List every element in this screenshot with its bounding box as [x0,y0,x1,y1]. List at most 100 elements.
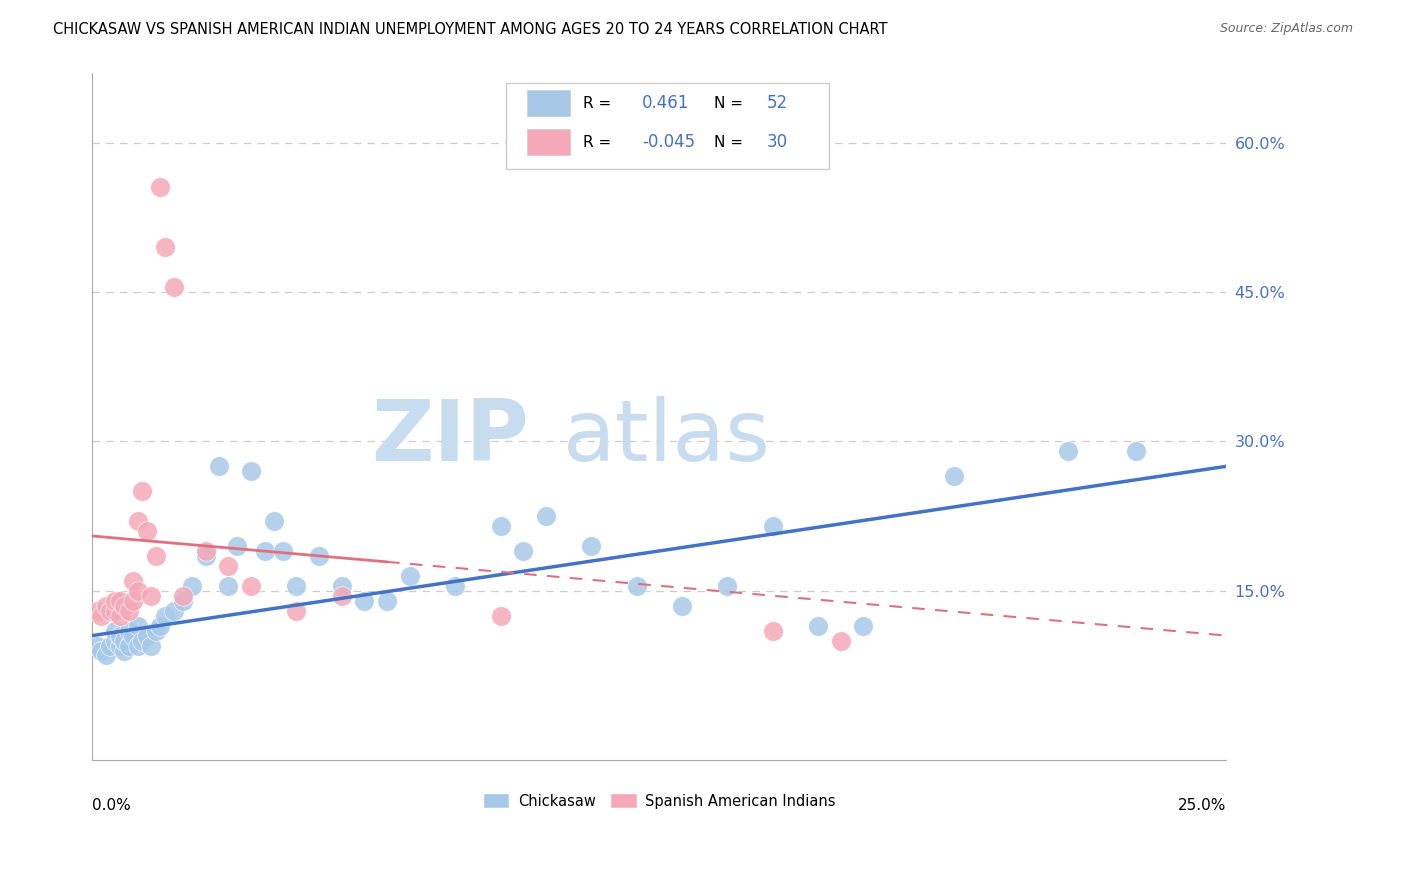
Point [112,599,135,613]
Point [240,464,263,478]
Point [141,639,163,653]
Point [127,618,149,632]
Point [153,608,176,623]
Point [122,629,145,643]
Point [217,558,239,573]
Point [127,514,149,528]
Text: CHICKASAW VS SPANISH AMERICAN INDIAN UNEMPLOYMENT AMONG AGES 20 TO 24 YEARS CORR: CHICKASAW VS SPANISH AMERICAN INDIAN UNE… [53,22,889,37]
Point [122,574,145,588]
Point [122,593,145,607]
Point [308,549,330,563]
Point [104,593,127,607]
Point [135,524,157,538]
Point [285,579,308,593]
Point [253,544,276,558]
Point [117,604,139,618]
Point [194,549,217,563]
Point [444,579,467,593]
Point [263,514,285,528]
Point [330,579,353,593]
Text: Source: ZipAtlas.com: Source: ZipAtlas.com [1219,22,1353,36]
Legend: Chickasaw, Spanish American Indians: Chickasaw, Spanish American Indians [477,788,842,814]
Point [194,544,217,558]
Point [127,639,149,653]
Point [217,579,239,593]
Point [285,604,308,618]
Text: N =: N = [714,95,748,111]
Point [353,593,375,607]
Text: 0.0%: 0.0% [93,797,131,813]
Point [512,544,534,558]
Point [181,579,204,593]
Point [489,519,512,533]
Point [104,624,127,638]
Text: ZIP: ZIP [371,396,529,479]
Point [1056,444,1078,458]
Point [90,643,112,657]
Point [108,639,131,653]
Point [172,593,194,607]
Text: atlas: atlas [562,396,770,479]
Point [626,579,648,593]
Point [100,604,122,618]
Point [104,604,127,618]
Point [117,639,139,653]
Point [830,633,852,648]
Point [112,643,135,657]
Point [208,459,231,474]
Point [94,599,117,613]
Point [399,569,422,583]
Point [807,618,830,632]
Bar [527,90,569,116]
FancyBboxPatch shape [506,83,830,169]
Point [86,639,108,653]
Point [226,539,249,553]
Point [104,633,127,648]
Point [581,539,603,553]
Point [163,604,186,618]
Point [489,608,512,623]
Text: R =: R = [583,95,616,111]
Point [852,618,875,632]
Point [100,639,122,653]
Point [534,509,557,524]
Text: N =: N = [714,135,748,150]
Text: 25.0%: 25.0% [1178,797,1226,813]
Point [117,624,139,638]
Point [141,589,163,603]
Point [762,624,785,638]
Point [149,618,172,632]
Point [145,549,167,563]
Point [172,589,194,603]
Point [163,280,186,294]
Point [943,469,966,483]
Text: 52: 52 [768,95,789,112]
Point [240,579,263,593]
Point [330,589,353,603]
Point [271,544,294,558]
Text: -0.045: -0.045 [643,134,696,152]
Point [108,593,131,607]
Point [94,648,117,663]
Point [108,629,131,643]
Point [131,633,153,648]
Text: 0.461: 0.461 [643,95,690,112]
Point [716,579,738,593]
Point [135,629,157,643]
Point [108,608,131,623]
Point [375,593,398,607]
Point [671,599,693,613]
Point [762,519,785,533]
Point [112,633,135,648]
Point [127,583,149,598]
Point [145,624,167,638]
Bar [527,129,569,155]
Point [149,180,172,194]
Text: 30: 30 [768,134,789,152]
Point [131,484,153,499]
Text: R =: R = [583,135,616,150]
Point [86,604,108,618]
Point [90,608,112,623]
Point [1125,444,1147,458]
Point [153,240,176,254]
